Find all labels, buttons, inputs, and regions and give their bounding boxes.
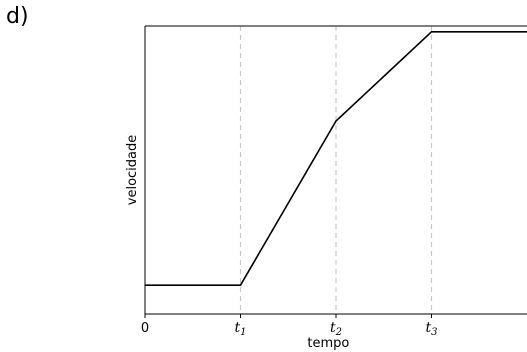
x-axis-ticks: 0 t1 t2 t3 (141, 314, 438, 338)
x-tick-label-1: t1 (234, 320, 246, 338)
series-layer (145, 30, 527, 287)
x-tick-label-3: t3 (425, 320, 437, 338)
series-line-1 (145, 30, 527, 287)
x-tick-label-0: 0 (141, 321, 149, 336)
reference-lines (239, 26, 433, 314)
x-axis-label: tempo (307, 336, 349, 351)
x-tick-label-2: t2 (330, 320, 342, 338)
figure-label: d) (6, 4, 29, 29)
y-axis-label: velocidade (125, 135, 140, 205)
